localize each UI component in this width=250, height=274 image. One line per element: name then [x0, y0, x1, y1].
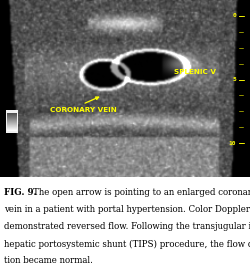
Bar — [6, 110, 18, 133]
Text: 10: 10 — [229, 141, 236, 146]
Text: demonstrated reversed flow. Following the transjugular intra-: demonstrated reversed flow. Following th… — [4, 222, 250, 232]
Text: vein in a patient with portal hypertension. Color Doppler: vein in a patient with portal hypertensi… — [4, 206, 250, 215]
Text: 0: 0 — [232, 13, 236, 18]
Text: SPLENIC V: SPLENIC V — [174, 68, 216, 75]
Text: The open arrow is pointing to an enlarged coronary: The open arrow is pointing to an enlarge… — [32, 189, 250, 197]
Text: hepatic portosystemic shunt (TIPS) procedure, the flow direc-: hepatic portosystemic shunt (TIPS) proce… — [4, 239, 250, 249]
Text: FIG. 9.: FIG. 9. — [4, 189, 40, 197]
Text: CORONARY VEIN: CORONARY VEIN — [50, 107, 117, 113]
Text: 5: 5 — [232, 77, 236, 82]
Text: tion became normal.: tion became normal. — [4, 256, 93, 266]
